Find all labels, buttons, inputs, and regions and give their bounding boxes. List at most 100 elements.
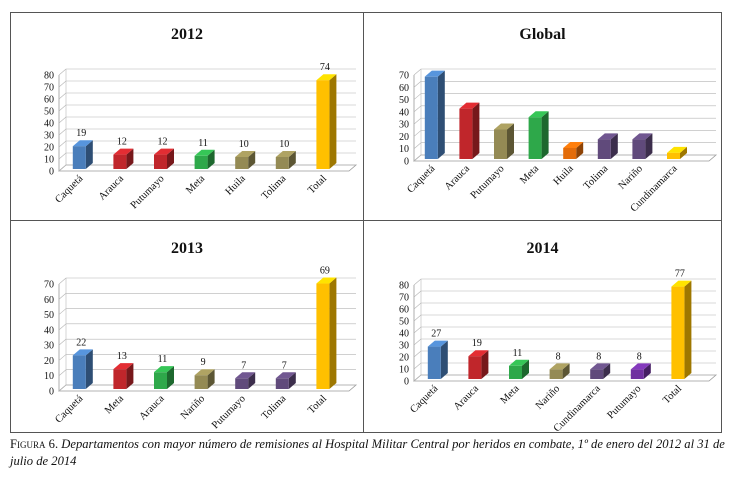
bar	[424, 70, 445, 159]
data-label: 9	[201, 357, 206, 368]
bar-top	[235, 372, 256, 379]
gridline-diagonal	[58, 308, 67, 315]
bar-top	[528, 111, 549, 118]
gridline-diagonal	[58, 323, 67, 331]
data-label: 19	[76, 128, 86, 139]
bar-front	[494, 129, 507, 159]
chart-panel-global: Global 0 10 20 30 40 50 60 70 Caquetá Arauca Putuma…	[363, 12, 722, 221]
bar-top	[597, 133, 618, 140]
y-tick-label: 80	[399, 281, 409, 292]
bar: 74	[316, 62, 337, 169]
bar-top	[563, 141, 584, 148]
x-tick-label: Arauca	[97, 173, 126, 202]
bar-front	[667, 152, 680, 159]
data-label: 10	[279, 139, 289, 150]
bar	[632, 133, 653, 159]
x-tick-label: Arauca	[443, 163, 472, 192]
chart-panel-2013: 2013 0 10 20 30 40 50 60 70 22 13 11 9 7 7 69 Caquetá Met…	[10, 220, 364, 433]
y-tick-label: 20	[399, 353, 409, 364]
bar-top	[667, 146, 687, 153]
bar-front	[316, 283, 330, 389]
data-label: 11	[158, 354, 168, 365]
x-tick-label: Nariño	[534, 383, 562, 411]
bar-front	[427, 346, 441, 379]
bar-top	[72, 140, 93, 147]
bar-top	[632, 133, 653, 140]
gridline-diagonal	[58, 354, 67, 361]
bar: 12	[154, 137, 174, 169]
gridline-diagonal	[58, 277, 67, 285]
y-tick-label: 10	[399, 365, 409, 376]
bar-front	[154, 372, 167, 389]
bar: 69	[316, 266, 337, 389]
bar-side	[645, 133, 653, 159]
data-label: 10	[239, 139, 249, 150]
y-tick-label: 30	[399, 341, 409, 352]
figure-label: Figura 6.	[10, 437, 59, 451]
x-tick-label: Huila	[224, 173, 249, 198]
bar-top	[494, 123, 514, 130]
gridline-diagonal	[58, 164, 67, 172]
bar-side	[207, 149, 215, 169]
x-tick-label: Total	[306, 393, 329, 416]
data-label: 7	[241, 360, 246, 371]
bars: 27 19 11 8 8 8 77	[427, 269, 692, 379]
data-label: 8	[556, 351, 561, 362]
data-label: 7	[282, 360, 287, 371]
y-tick-label: 60	[399, 305, 409, 316]
chart-panel-2014: 2014 0 10 20 30 40 50 60 70 80 27 19 11 8 8 8 77 Caquetá A…	[363, 220, 722, 433]
bar: 19	[72, 128, 93, 169]
y-tick-label: 70	[44, 280, 54, 291]
figure-caption: Figura 6. Departamentos con mayor número…	[10, 436, 725, 470]
y-tick-label: 70	[44, 83, 54, 94]
gridline-diagonal	[413, 130, 422, 137]
y-tick-label: 10	[44, 155, 54, 166]
bar-top	[468, 350, 489, 357]
bar-side	[481, 350, 489, 379]
bar	[528, 111, 549, 159]
y-tick-label: 60	[399, 83, 409, 94]
x-tick-label: Tolima	[260, 393, 289, 422]
y-tick-label: 50	[399, 95, 409, 106]
bar-top	[154, 148, 174, 155]
x-tick-label: Putumayo	[210, 393, 248, 431]
bar-front	[597, 139, 611, 159]
bar-front	[632, 139, 646, 159]
bars: 22 13 11 9 7 7 69	[72, 266, 337, 389]
data-label: 77	[675, 269, 685, 280]
bar-front	[509, 365, 522, 379]
data-label: 13	[117, 351, 127, 362]
x-tick-label: Caquetá	[53, 393, 85, 425]
gridline-diagonal	[58, 293, 67, 300]
data-label: 12	[117, 137, 127, 148]
bar-top	[459, 102, 480, 109]
bar: 19	[468, 338, 489, 379]
chart-panel-2012: 2012 0 10 20 30 40 50 60 70 80 19 12 12 11 10 10 74 Caque…	[10, 12, 364, 221]
bar-side	[684, 280, 692, 379]
bar-side	[167, 366, 174, 389]
chart-title: 2012	[171, 26, 203, 43]
gridline-diagonal	[58, 384, 67, 392]
gridline-diagonal	[413, 302, 422, 310]
figure-grid: 2012 0 10 20 30 40 50 60 70 80 19 12 12 11 10 10 74 Caque…	[10, 12, 722, 433]
gridline-diagonal	[413, 290, 422, 298]
bar: 10	[275, 139, 296, 169]
data-label: 27	[431, 329, 441, 340]
gridline-diagonal	[413, 374, 422, 382]
bar-side	[329, 277, 337, 389]
bar-side	[167, 148, 174, 169]
bar: 11	[194, 138, 215, 169]
bar-front	[113, 369, 127, 389]
gridline-diagonal	[413, 314, 422, 322]
x-tick-label: Total	[661, 383, 684, 406]
bar-front	[424, 76, 438, 159]
bar-top	[671, 280, 692, 287]
y-tick-label: 10	[44, 371, 54, 382]
bar-front	[590, 369, 604, 379]
data-label: 8	[637, 351, 642, 362]
y-tick-label: 0	[404, 157, 409, 168]
x-tick-label: Tolima	[582, 163, 611, 192]
gridline-diagonal	[58, 128, 67, 136]
